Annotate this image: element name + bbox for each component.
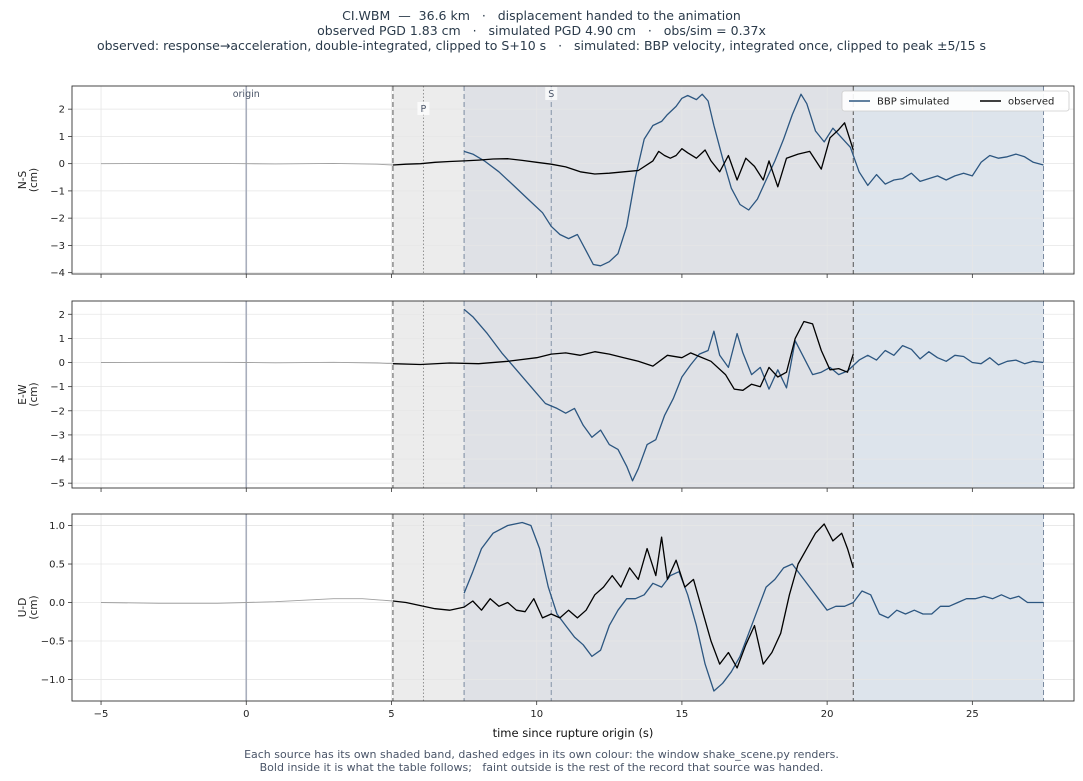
x-tick-label: 5 — [388, 709, 394, 720]
phase-label-bg — [545, 87, 558, 100]
y-tick-label: −1 — [50, 382, 65, 393]
panel-2: −5 −4 −3 −2 −1 0 1 2 E-W (cm) — [17, 300, 1075, 492]
y-tick-label: 1 — [59, 334, 65, 345]
simulated-trace — [463, 93, 1044, 267]
y-tick-label: −4 — [50, 455, 65, 466]
y-axis-label: (cm) — [28, 595, 40, 619]
y-tick-label: −0.5 — [41, 636, 65, 647]
simulated-window-band — [853, 86, 1044, 274]
simulated-trace — [463, 521, 1044, 692]
observed-trace-faint — [100, 598, 393, 604]
observed-trace — [392, 122, 854, 188]
x-axis-label: time since rupture origin (s) — [493, 726, 654, 740]
legend-box — [841, 90, 1070, 112]
x-tick-label: 10 — [530, 709, 543, 720]
observed-window-band — [392, 86, 465, 274]
y-tick-label: −3 — [50, 430, 65, 441]
observed-window-band — [392, 301, 465, 488]
y-tick-label: 0 — [59, 159, 65, 170]
footer-note-line-2: Bold inside it is what the table follows… — [259, 761, 824, 774]
chart-title-line-3: observed: response→acceleration, double-… — [96, 38, 987, 53]
chart-title-line-2: observed PGD 1.83 cm · simulated PGD 4.9… — [317, 23, 766, 38]
phase-label-bg — [417, 102, 430, 115]
legend-label-observed: observed — [1008, 97, 1054, 108]
phase-label-p: P — [421, 104, 427, 115]
phase-label-s: S — [548, 89, 554, 100]
y-tick-label: −2 — [50, 406, 65, 417]
x-tick-label: 20 — [821, 709, 834, 720]
simulated-trace — [463, 308, 1044, 482]
panel-frame — [71, 85, 1075, 275]
y-tick-label: 2 — [59, 105, 65, 116]
x-tick-label: −5 — [94, 709, 109, 720]
chart-title-line-1: CI.WBM — 36.6 km · displacement handed t… — [342, 8, 741, 23]
panel-frame — [71, 300, 1075, 489]
legend: BBP simulated observed — [841, 90, 1070, 112]
y-tick-label: 0 — [59, 358, 65, 369]
panel-3: −1.0 −0.5 0.0 0.5 1.0 U-D (cm) −5 0 5 10 15 20 25 time… — [17, 513, 1075, 740]
observed-trace-faint — [100, 162, 393, 166]
panel-frame — [71, 513, 1075, 702]
simulated-window-band — [853, 301, 1044, 488]
y-tick-label: −3 — [50, 241, 65, 252]
y-tick-label: −4 — [50, 268, 65, 279]
origin-label: origin — [233, 89, 260, 100]
y-axis-label: U-D — [17, 598, 29, 618]
y-axis-label: N-S — [17, 171, 29, 190]
overlap-window-band — [464, 301, 854, 488]
observed-trace — [392, 523, 854, 669]
legend-label-simulated: BBP simulated — [877, 97, 949, 108]
observed-trace-faint — [100, 361, 393, 365]
y-tick-label: −5 — [50, 479, 65, 490]
panel-1: −4 −3 −2 −1 0 1 2 N-S (cm) origin P S BBP simulated o… — [17, 85, 1075, 279]
y-tick-label: −1 — [50, 186, 65, 197]
x-tick-label: 15 — [676, 709, 689, 720]
x-tick-label: 0 — [243, 709, 249, 720]
y-tick-label: 0.0 — [49, 598, 65, 609]
y-tick-label: 1 — [59, 132, 65, 143]
footer-note-line-1: Each source has its own shaded band, das… — [244, 748, 839, 761]
observed-trace — [392, 320, 854, 391]
x-tick-label: 25 — [966, 709, 979, 720]
y-tick-label: −1.0 — [41, 675, 65, 686]
y-axis-label: (cm) — [28, 168, 40, 192]
y-tick-label: −2 — [50, 214, 65, 225]
overlap-window-band — [464, 514, 854, 701]
y-tick-label: 2 — [59, 310, 65, 321]
y-axis-label: E-W — [17, 384, 29, 405]
y-axis-label: (cm) — [28, 382, 40, 406]
y-tick-label: 1.0 — [49, 521, 65, 532]
overlap-window-band — [464, 86, 854, 274]
simulated-window-band — [853, 514, 1044, 701]
y-tick-label: 0.5 — [49, 560, 65, 571]
